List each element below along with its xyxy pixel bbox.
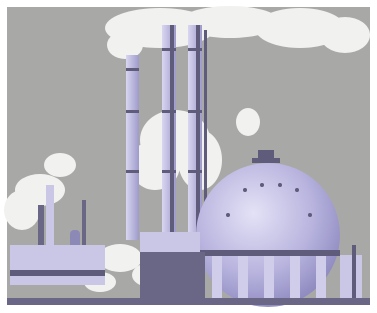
industrial-illustration — [0, 0, 377, 313]
smokestacks — [126, 25, 207, 240]
ground — [7, 298, 370, 305]
